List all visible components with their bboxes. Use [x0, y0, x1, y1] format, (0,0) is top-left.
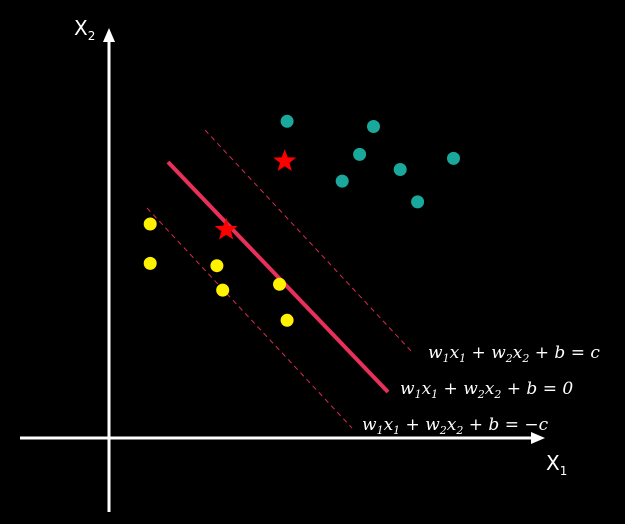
- decision-boundary-equation: w1x1 + w2x2 + b = 0: [400, 379, 573, 401]
- upper-margin-equation: w1x1 + w2x2 + b = c: [428, 343, 600, 365]
- support-vector-star: [273, 149, 297, 171]
- x-axis-label: X1: [546, 451, 567, 478]
- y-axis-arrowhead: [103, 28, 115, 42]
- class-b-point: [143, 256, 157, 270]
- support-vector-star: [214, 217, 238, 240]
- class-a-points: [280, 114, 460, 209]
- class-b-point: [280, 313, 294, 327]
- class-b-point: [216, 283, 230, 297]
- class-b-point: [273, 277, 286, 291]
- x-axis-arrowhead: [531, 432, 545, 444]
- class-a-point: [367, 120, 380, 133]
- class-a-point: [447, 151, 460, 165]
- class-b-point: [143, 217, 157, 231]
- y-axis-label: X2: [74, 16, 95, 43]
- class-a-point: [335, 174, 349, 188]
- support-vectors: [214, 149, 297, 240]
- lower-margin-equation: w1x1 + w2x2 + b = −c: [362, 415, 549, 437]
- class-a-point: [393, 163, 407, 176]
- class-a-point: [411, 195, 425, 209]
- decision-boundary-line: [166, 160, 390, 394]
- lower-margin-line: [146, 207, 353, 429]
- class-b-point: [210, 259, 224, 273]
- class-a-point: [280, 114, 294, 128]
- axes: [20, 42, 535, 512]
- class-b-points: [143, 217, 294, 327]
- class-a-point: [353, 147, 367, 161]
- upper-margin-line: [204, 129, 413, 353]
